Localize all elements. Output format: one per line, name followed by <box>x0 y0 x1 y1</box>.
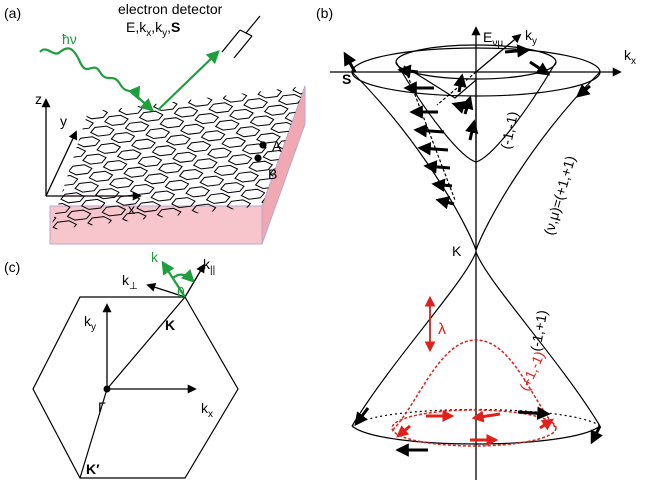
k-green-arrow <box>161 260 186 298</box>
brillouin-zone <box>32 296 239 479</box>
k-par-arrow <box>184 263 205 298</box>
site-a-label: A <box>272 138 282 154</box>
lower-outer-rim-front <box>351 425 601 445</box>
photon-arrow-tail <box>131 91 154 112</box>
k-perp-label: k⊥ <box>122 272 138 292</box>
spin-label: S <box>342 71 351 87</box>
photon-wave <box>39 47 141 101</box>
band-upper-inner-label: (-1,-1) <box>497 110 521 151</box>
kprime-point-label: K′ <box>86 461 100 477</box>
k-point-label: K <box>165 317 175 333</box>
upper-inner-cone <box>395 61 557 163</box>
panel-c-label: (c) <box>4 259 20 275</box>
gamma-kprime-line <box>79 388 108 479</box>
site-b-label: B <box>268 166 277 182</box>
ky-axis <box>475 33 522 73</box>
axis-x-label: x <box>128 201 135 217</box>
upper-cutout-dash <box>403 65 456 201</box>
panel-b: (b) Eνμ kx ky <box>316 5 636 480</box>
panel-a: (a) A B z y x ħν electron detector <box>4 1 306 245</box>
upper-outer-cone <box>351 71 601 252</box>
energy-axis-label: Eνμ <box>483 29 503 49</box>
lower-spin-arrows <box>354 406 603 457</box>
gamma-dot <box>103 385 111 393</box>
panel-b-label: (b) <box>316 5 333 21</box>
band-lower-outer-label: (-1,+1) <box>527 309 550 353</box>
kx-axis-label: kx <box>624 47 636 67</box>
lower-inner-rim <box>391 409 557 447</box>
band-upper-outer-label: (ν,μ)=(+1,+1) <box>541 154 579 237</box>
site-a-dot <box>259 141 267 149</box>
gamma-k-line <box>106 296 186 390</box>
theta-arc <box>172 268 195 283</box>
upper-spin-arrows <box>343 44 591 210</box>
gamma-label: Γ <box>98 399 106 415</box>
detector-params: E,kx,ky,S <box>126 19 180 39</box>
lower-inner-band <box>392 339 557 431</box>
detector-title: electron detector <box>118 1 223 17</box>
kx-label: kx <box>201 400 213 420</box>
substrate-side <box>261 85 306 245</box>
panel-c: (c) ky kx Γ K K′ k⊥ k|| k θ <box>4 249 239 479</box>
axis-z-label: z <box>35 91 42 107</box>
band-lower-inner-label: (+1,-1) <box>516 349 548 394</box>
dirac-point-label: K <box>452 243 462 259</box>
axis-y-arrow <box>45 130 78 197</box>
substrate-front <box>49 205 263 245</box>
ky-axis-label: ky <box>525 27 537 47</box>
panel-a-label: (a) <box>4 5 21 21</box>
photon-label: ħν <box>62 31 77 47</box>
k-par-label: k|| <box>203 256 215 276</box>
electron-arrow <box>157 50 220 111</box>
site-b-dot <box>254 154 262 162</box>
k-green-label: k <box>151 249 159 265</box>
ky-axis-back <box>436 71 477 106</box>
theta-label: θ <box>177 284 185 300</box>
detector-icon <box>221 15 261 59</box>
ky-label: ky <box>84 313 96 333</box>
axis-y-label: y <box>60 113 67 129</box>
k-perp-arrow <box>146 282 186 298</box>
lambda-label: λ <box>438 321 446 338</box>
